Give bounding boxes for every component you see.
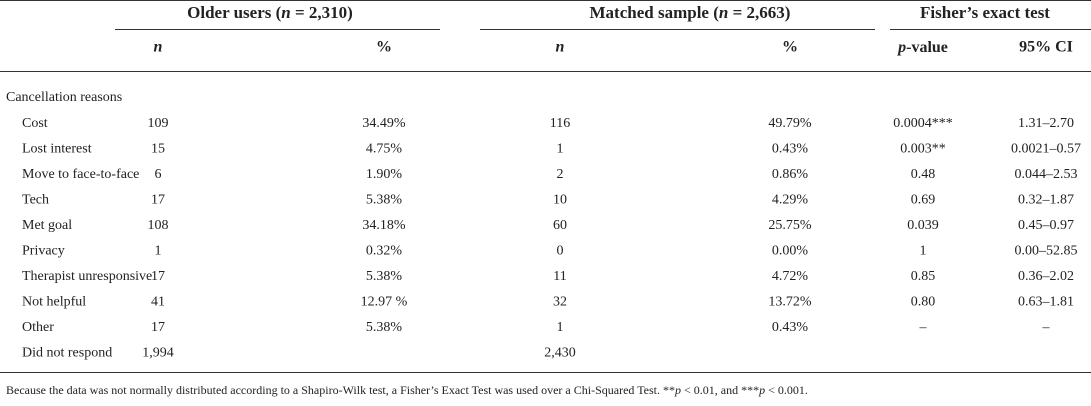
cell: 1.31–2.70 (1018, 116, 1074, 131)
cell: 17 (151, 193, 165, 208)
cell: 0.32% (366, 244, 403, 259)
cell: 32 (553, 295, 567, 310)
footnote: Because the data was not normally distri… (6, 383, 808, 397)
cell: 109 (148, 116, 169, 131)
cell: 116 (550, 116, 570, 131)
cell: 1,994 (142, 346, 174, 361)
cell: 0.00% (772, 244, 809, 259)
cell: 0.86% (772, 167, 809, 182)
cell: 2 (557, 167, 564, 182)
cell: 0.00–52.85 (1015, 244, 1078, 259)
cell: 4.75% (366, 142, 403, 157)
row-label: Not helpful (22, 295, 86, 310)
cell: 5.38% (366, 269, 403, 284)
cell: 0.044–2.53 (1015, 167, 1078, 182)
cell: 0.69 (911, 193, 936, 208)
cell: 34.18% (362, 218, 406, 233)
cell: 0.32–1.87 (1018, 193, 1074, 208)
cell: 12.97 % (361, 295, 408, 310)
cell: 11 (553, 269, 566, 284)
cell: 4.29% (772, 193, 809, 208)
cell: 25.75% (768, 218, 812, 233)
cell: 0.63–1.81 (1018, 295, 1074, 310)
row-label: Did not respond (22, 346, 112, 361)
cell: 15 (151, 142, 165, 157)
column-header: % (782, 39, 798, 56)
group-header: Older users (n = 2,310) (187, 3, 353, 22)
column-header: n (154, 39, 163, 56)
cell: 0.36–2.02 (1018, 269, 1074, 284)
cell: 0.48 (911, 167, 936, 182)
cell: 0.0021–0.57 (1011, 142, 1081, 157)
cell: 0.003** (900, 142, 946, 157)
cell: 0.43% (772, 320, 809, 335)
cell: 0.80 (911, 295, 936, 310)
cell: 60 (553, 218, 567, 233)
cell: 17 (151, 320, 165, 335)
column-header: p-value (896, 39, 948, 56)
group-header: Matched sample (n = 2,663) (590, 3, 791, 22)
column-header: % (376, 39, 392, 56)
cell: 1 (155, 244, 162, 259)
row-label: Move to face-to-face (22, 167, 139, 182)
row-label: Met goal (22, 218, 72, 233)
cell: – (1042, 320, 1051, 335)
cell: 0.45–0.97 (1018, 218, 1074, 233)
cell: 49.79% (768, 116, 812, 131)
cell: 2,430 (544, 346, 576, 361)
row-label: Lost interest (22, 142, 92, 157)
section-label: Cancellation reasons (6, 90, 122, 105)
cell: 0.43% (772, 142, 809, 157)
column-header: n (556, 39, 565, 56)
cell: 1 (557, 142, 564, 157)
cell: 10 (553, 193, 567, 208)
cell: 0 (557, 244, 564, 259)
column-header: 95% CI (1019, 39, 1073, 56)
group-header: Fisher’s exact test (920, 3, 1050, 22)
cell: 108 (148, 218, 169, 233)
row-label: Therapist unresponsive (22, 269, 152, 284)
cell: 1 (557, 320, 564, 335)
cell: 34.49% (362, 116, 406, 131)
cell: 41 (151, 295, 165, 310)
row-label: Cost (22, 116, 48, 131)
cell: 1.90% (366, 167, 403, 182)
cell: 5.38% (366, 320, 403, 335)
cell: 17 (151, 269, 165, 284)
row-label: Tech (22, 193, 49, 208)
row-label: Privacy (22, 244, 65, 259)
cell: 0.0004*** (893, 116, 953, 131)
cell: 4.72% (772, 269, 809, 284)
cell: 0.85 (911, 269, 936, 284)
cell: 6 (155, 167, 162, 182)
cell: 1 (920, 244, 927, 259)
cell: 5.38% (366, 193, 403, 208)
cell: 0.039 (907, 218, 939, 233)
cell: 13.72% (768, 295, 812, 310)
cell: – (919, 320, 928, 335)
row-label: Other (22, 320, 54, 335)
